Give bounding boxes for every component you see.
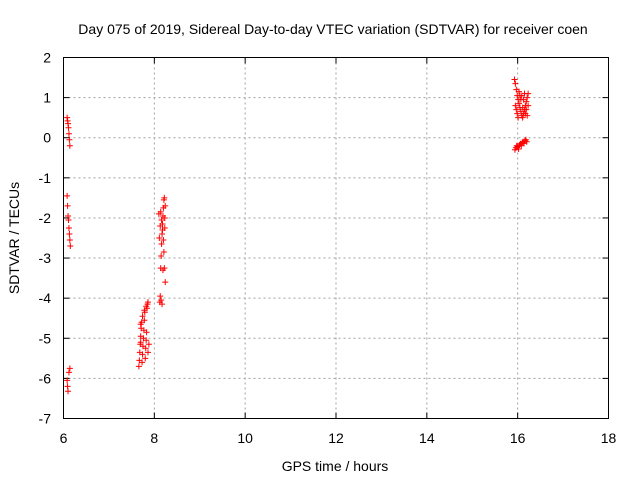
data-point: [159, 301, 166, 308]
data-point: [519, 104, 526, 111]
data-point: [65, 130, 72, 137]
data-point: [511, 76, 518, 83]
data-point: [155, 210, 162, 217]
y-tick-label: -3: [39, 250, 52, 266]
data-point: [157, 222, 164, 229]
chart-title: Day 075 of 2019, Sidereal Day-to-day VTE…: [78, 21, 587, 37]
data-point: [65, 124, 72, 131]
data-point: [66, 136, 73, 143]
data-point: [137, 339, 144, 346]
axis-ticks: [63, 57, 609, 419]
x-tick-label: 6: [60, 430, 68, 446]
y-tick-label: 1: [43, 90, 51, 106]
data-point: [515, 145, 522, 152]
data-point: [515, 114, 522, 121]
x-axis-title: GPS time / hours: [282, 458, 389, 474]
x-tick-label: 14: [419, 430, 435, 446]
data-point: [139, 359, 146, 366]
y-tick-label: -6: [39, 370, 52, 386]
x-tick-label: 10: [237, 430, 253, 446]
data-point: [143, 303, 150, 310]
data-point: [64, 202, 71, 209]
data-point: [512, 102, 519, 109]
data-point: [135, 363, 142, 370]
data-point: [514, 110, 521, 117]
data-point: [139, 351, 146, 358]
data-point: [523, 138, 530, 145]
data-point: [525, 102, 532, 109]
y-tick-label: -4: [39, 290, 52, 306]
data-point: [65, 224, 72, 231]
data-point: [159, 267, 166, 274]
data-point: [160, 249, 167, 256]
x-tick-label: 16: [510, 430, 526, 446]
data-point: [142, 355, 149, 362]
grid: [63, 57, 609, 419]
data-point: [64, 192, 71, 199]
data-point: [66, 142, 73, 149]
data-point: [162, 279, 169, 286]
data-point: [524, 94, 531, 101]
data-point: [162, 202, 169, 209]
data-point: [143, 329, 150, 336]
y-tick-labels: -7 -6 -5 -4 -3 -2 -1 0 1 2: [39, 50, 52, 427]
data-point: [142, 345, 149, 352]
data-point: [161, 214, 168, 221]
x-tick-label: 8: [150, 430, 158, 446]
data-point: [161, 194, 168, 201]
data-point: [158, 241, 165, 248]
data-point: [158, 253, 165, 260]
data-point: [64, 377, 71, 384]
data-point: [516, 88, 523, 95]
x-tick-labels: 6 8 10 12 14 16 18: [60, 430, 617, 446]
y-tick-label: -7: [39, 411, 52, 427]
y-tick-label: -5: [39, 330, 52, 346]
data-point: [65, 388, 72, 395]
data-point: [516, 100, 523, 107]
data-point: [520, 96, 527, 103]
data-point: [160, 237, 167, 244]
data-point: [65, 369, 72, 376]
data-point: [158, 297, 165, 304]
y-axis-title: SDTVAR / TECUs: [6, 182, 22, 294]
data-point: [65, 216, 72, 223]
data-point: [144, 349, 151, 356]
data-point: [521, 90, 528, 97]
y-tick-label: 2: [43, 50, 51, 66]
y-tick-label: 0: [43, 130, 51, 146]
data-point: [524, 112, 531, 119]
x-tick-label: 12: [328, 430, 344, 446]
data-point: [66, 230, 73, 237]
x-tick-label: 18: [601, 430, 617, 446]
data-point: [157, 293, 164, 300]
data-point: [141, 307, 148, 314]
data-point: [523, 106, 530, 113]
data-point: [144, 299, 151, 306]
data-point: [156, 235, 163, 241]
data-point: [158, 216, 165, 223]
data-point: [67, 243, 74, 250]
data-point: [137, 321, 144, 328]
data-point: [141, 317, 148, 324]
data-point: [161, 224, 168, 231]
y-tick-label: -2: [39, 210, 52, 226]
data-point: [513, 106, 520, 113]
y-tick-label: -1: [39, 170, 52, 186]
data-point: [139, 313, 146, 320]
data-points: [64, 76, 532, 395]
data-point: [145, 341, 152, 348]
data-point: [66, 365, 73, 372]
data-point: [143, 337, 150, 344]
data-point: [66, 237, 73, 244]
data-point: [512, 80, 519, 87]
